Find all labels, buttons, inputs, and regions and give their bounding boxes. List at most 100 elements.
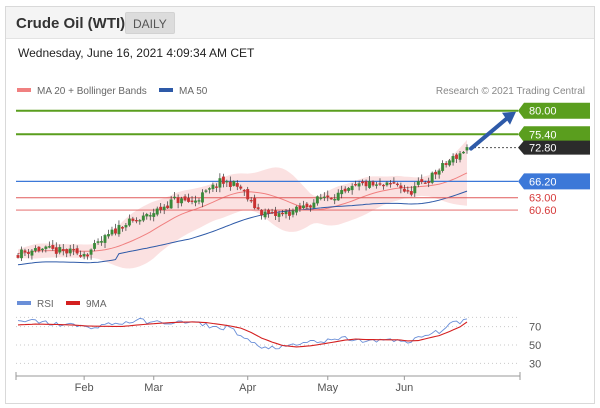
candle bbox=[54, 242, 58, 258]
bullish-candle-body bbox=[441, 163, 445, 171]
candle bbox=[385, 181, 389, 187]
candle bbox=[141, 212, 145, 223]
ma50-line bbox=[17, 190, 468, 266]
candle bbox=[291, 208, 295, 218]
candle bbox=[82, 251, 86, 260]
candle bbox=[100, 236, 103, 246]
ma20-legend-label: MA 20 + Bollinger Bands bbox=[37, 86, 147, 97]
candle bbox=[187, 193, 191, 203]
resistance-label-box bbox=[518, 102, 590, 119]
bearish-candle-body bbox=[392, 182, 396, 184]
bearish-candle-body bbox=[187, 198, 191, 202]
bullish-candle-body bbox=[93, 243, 97, 249]
candle bbox=[26, 248, 30, 259]
candle bbox=[347, 186, 351, 193]
bullish-candle-body bbox=[103, 235, 107, 243]
bullish-candle-body bbox=[416, 181, 420, 185]
candle bbox=[249, 197, 253, 203]
bearish-candle-body bbox=[239, 186, 243, 189]
bullish-candle-body bbox=[301, 205, 305, 209]
pivot-label-box bbox=[518, 173, 590, 190]
bullish-candle-body bbox=[180, 198, 184, 204]
credit-text: Research © 2021 Trading Central bbox=[436, 86, 585, 97]
candle bbox=[402, 184, 406, 193]
bearish-candle-body bbox=[409, 191, 413, 195]
candle bbox=[263, 208, 267, 220]
candle bbox=[180, 196, 184, 207]
bearish-candle-body bbox=[228, 181, 232, 188]
bullish-candle-body bbox=[148, 215, 152, 217]
bearish-candle-body bbox=[326, 195, 330, 198]
ma20-legend-swatch bbox=[17, 88, 31, 92]
bullish-candle-body bbox=[127, 218, 131, 226]
bearish-candle-body bbox=[399, 185, 403, 189]
candle bbox=[434, 169, 438, 180]
rsi-panel: 70 50 30 bbox=[16, 316, 541, 370]
candle bbox=[145, 212, 149, 220]
bearish-candle-body bbox=[388, 183, 392, 185]
candle bbox=[371, 180, 375, 187]
candle bbox=[305, 202, 309, 209]
candle bbox=[107, 229, 110, 239]
moving-averages bbox=[17, 172, 468, 266]
bullish-candle-body bbox=[201, 192, 204, 203]
candle bbox=[218, 173, 222, 193]
candle bbox=[256, 203, 260, 211]
bearish-candle-body bbox=[434, 171, 438, 175]
bearish-candle-body bbox=[402, 188, 406, 192]
bullish-candle-body bbox=[319, 197, 323, 199]
bollinger-band-area bbox=[18, 139, 467, 269]
bullish-candle-body bbox=[204, 190, 208, 192]
x-axis-tick-label: Mar bbox=[144, 382, 163, 394]
candle bbox=[270, 208, 274, 214]
bearish-candle-body bbox=[246, 189, 250, 200]
bullish-candle-body bbox=[68, 248, 72, 254]
candle bbox=[294, 205, 298, 216]
bullish-candle-body bbox=[350, 185, 354, 191]
candle bbox=[114, 223, 117, 236]
candle bbox=[458, 151, 462, 163]
bearish-candle-body bbox=[214, 186, 218, 188]
bullish-candle-body bbox=[322, 196, 326, 199]
candle bbox=[298, 202, 302, 212]
ma50-legend-swatch bbox=[159, 88, 173, 92]
bullish-candle-body bbox=[40, 248, 44, 251]
candle bbox=[326, 190, 330, 202]
bearish-candle-body bbox=[120, 226, 124, 229]
bullish-candle-body bbox=[357, 183, 361, 187]
bearish-candle-body bbox=[308, 205, 312, 208]
candle bbox=[239, 184, 243, 191]
bullish-candle-body bbox=[89, 249, 93, 255]
rsi-legend-swatch bbox=[17, 301, 31, 305]
bearish-candle-body bbox=[134, 219, 138, 222]
bullish-candle-body bbox=[312, 202, 316, 208]
instrument-title: Crude Oil (WTI) bbox=[16, 15, 126, 32]
candle bbox=[204, 189, 208, 194]
bullish-candle-body bbox=[430, 172, 434, 183]
bearish-candle-body bbox=[364, 181, 368, 187]
candle bbox=[166, 201, 170, 209]
pivot-label: 66.20 bbox=[529, 176, 557, 188]
timeframe-button[interactable]: DAILY bbox=[125, 12, 175, 34]
candle bbox=[329, 197, 333, 200]
bearish-candle-body bbox=[274, 210, 278, 217]
rsi-ma-legend-label: 9MA bbox=[86, 299, 107, 310]
bearish-candle-body bbox=[329, 198, 333, 200]
bullish-candle-body bbox=[138, 220, 142, 222]
bullish-candle-body bbox=[462, 151, 465, 154]
candle bbox=[427, 177, 431, 188]
candle bbox=[267, 208, 271, 218]
candle bbox=[413, 181, 417, 197]
candle bbox=[30, 249, 34, 260]
bullish-candle-body bbox=[207, 188, 211, 190]
candle bbox=[465, 144, 469, 154]
last-price-label: 72.80 bbox=[529, 143, 557, 155]
candle bbox=[420, 174, 424, 185]
bearish-candle-body bbox=[61, 249, 65, 251]
candle bbox=[79, 250, 83, 258]
candle bbox=[336, 189, 340, 201]
candle bbox=[228, 176, 232, 191]
bearish-candle-body bbox=[183, 196, 187, 201]
chart-header: Crude Oil (WTI) DAILY bbox=[6, 7, 594, 39]
bearish-candle-body bbox=[378, 183, 382, 185]
